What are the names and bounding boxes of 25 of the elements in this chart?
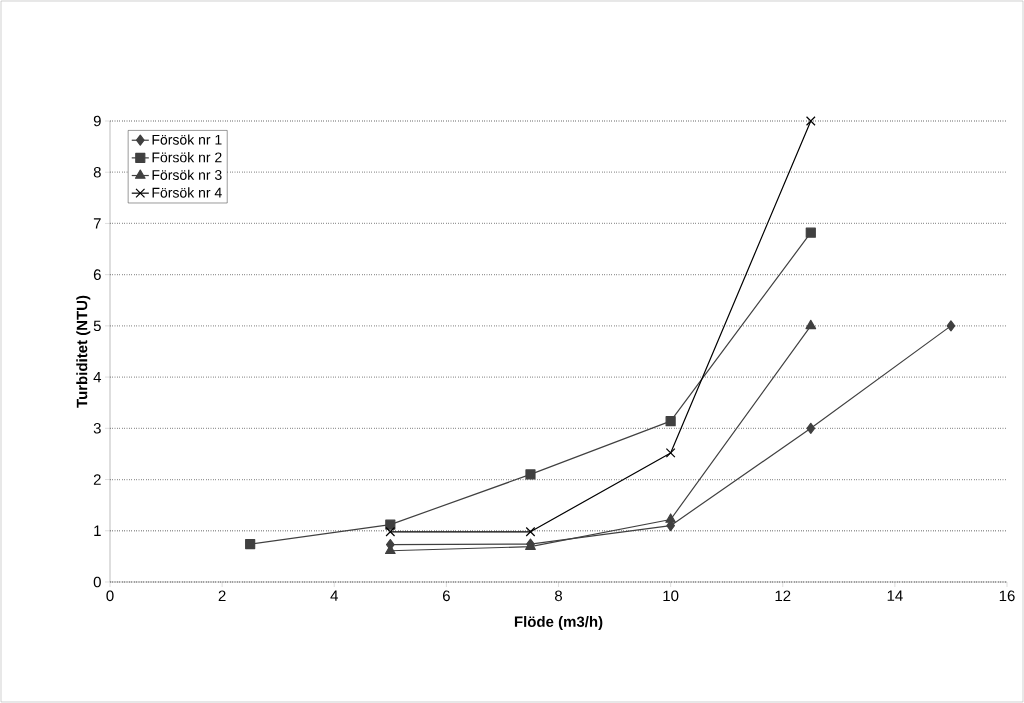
x-tick-label: 10 <box>663 590 679 602</box>
y-tick-label: 4 <box>93 371 102 383</box>
y-tick-label: 5 <box>93 320 101 332</box>
legend-label: Försök nr 3 <box>152 169 222 180</box>
legend-label: Försök nr 4 <box>152 187 222 198</box>
x-axis-title: Flöde (m3/h) <box>514 616 603 630</box>
y-tick-label: 8 <box>93 166 101 178</box>
x-tick-label: 4 <box>330 590 338 601</box>
x-tick-label: 16 <box>999 590 1015 602</box>
x-tick-label: 6 <box>442 590 450 602</box>
y-tick-label: 3 <box>93 423 101 434</box>
y-axis-title: Turbiditet (NTU) <box>76 295 91 408</box>
legend-label: Försök nr 1 <box>152 134 222 145</box>
x-tick-label: 8 <box>555 590 563 602</box>
x-tick-label: 2 <box>218 590 226 601</box>
x-tick-label: 14 <box>887 590 903 601</box>
y-tick-label: 0 <box>93 576 101 588</box>
y-tick-label: 7 <box>93 218 101 229</box>
y-tick-label: 2 <box>93 474 101 485</box>
y-tick-label: 1 <box>94 525 101 536</box>
legend-label: Försök nr 2 <box>152 152 222 163</box>
x-tick-label: 0 <box>106 590 114 602</box>
y-tick-label: 6 <box>93 269 101 280</box>
y-tick-label: 9 <box>93 115 101 127</box>
x-tick-label: 12 <box>775 590 791 601</box>
